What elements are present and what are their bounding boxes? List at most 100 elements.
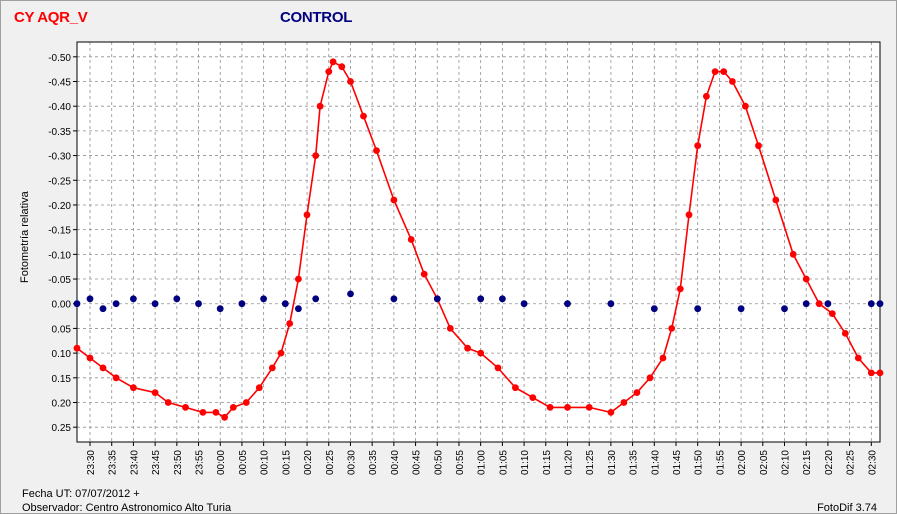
- series-line-1: [76, 60, 880, 419]
- series-point-1: [407, 236, 415, 243]
- software-version: FotoDif 3.74: [817, 502, 877, 514]
- series-point-1: [221, 413, 229, 421]
- series-point-1: [789, 250, 797, 258]
- series-point-2: [73, 300, 81, 308]
- series-point-1: [338, 63, 346, 71]
- x-tick-label: 00:25: [325, 450, 336, 475]
- series-point-1: [841, 330, 849, 337]
- series-point-1: [729, 78, 736, 85]
- series-point-1: [255, 384, 263, 392]
- series-point-1: [867, 369, 875, 377]
- x-tick-label: 00:55: [455, 450, 466, 475]
- y-tick-label: -0.50: [48, 53, 71, 64]
- x-tick-label: 23:45: [151, 450, 162, 475]
- series-point-2: [607, 300, 615, 308]
- x-tick-label: 02:20: [824, 450, 835, 475]
- x-tick-label: 02:25: [846, 450, 857, 475]
- series-point-1: [86, 354, 94, 362]
- y-tick-label: 0.00: [52, 300, 72, 311]
- x-tick-label: 00:30: [346, 450, 357, 475]
- x-tick-label: 02:00: [737, 450, 748, 475]
- series-point-2: [433, 295, 441, 303]
- series-point-1: [99, 364, 107, 372]
- x-tick-label: 02:30: [867, 450, 878, 475]
- series-point-2: [195, 300, 202, 308]
- series-point-1: [268, 364, 276, 372]
- y-tick-label: 0.15: [52, 374, 72, 385]
- series-point-1: [742, 102, 749, 110]
- y-tick-label: -0.15: [48, 226, 71, 237]
- series-point-1: [277, 349, 285, 357]
- series-point-2: [86, 295, 94, 303]
- x-tick-label: 01:25: [585, 450, 596, 475]
- x-tick-label: 00:05: [238, 450, 249, 475]
- series-point-1: [303, 211, 311, 219]
- series-point-1: [659, 354, 667, 362]
- x-tick-label: 00:15: [281, 450, 292, 475]
- series-point-1: [242, 399, 250, 406]
- series-point-1: [164, 399, 172, 406]
- x-tick-label: 01:20: [563, 450, 574, 475]
- series-point-1: [199, 409, 207, 416]
- series-point-2: [564, 300, 571, 308]
- plot-border: [76, 41, 881, 443]
- series-point-1: [312, 152, 320, 160]
- x-tick-label: 00:50: [433, 450, 444, 475]
- x-tick-label: 23:40: [129, 450, 140, 475]
- series-point-1: [564, 404, 571, 411]
- series-a-legend: CY AQR_V: [14, 9, 88, 26]
- x-tick-label: 01:40: [650, 450, 661, 475]
- series-point-2: [151, 300, 159, 308]
- series-point-1: [876, 369, 884, 377]
- x-tick-label: 02:10: [781, 450, 792, 475]
- series-point-2: [477, 295, 485, 303]
- series-point-2: [112, 300, 120, 308]
- x-tick-label: 01:15: [542, 450, 553, 475]
- series-b-legend: CONTROL: [280, 9, 353, 26]
- x-tick-label: 01:05: [498, 450, 509, 475]
- plot-area: [76, 41, 881, 443]
- x-tick-label: 01:30: [607, 450, 618, 475]
- y-tick-label: 0.05: [52, 324, 72, 335]
- series-point-1: [295, 275, 302, 283]
- series-point-2: [876, 300, 884, 308]
- x-tick-label: 01:35: [629, 450, 640, 475]
- series-point-1: [620, 399, 628, 406]
- series-point-1: [73, 344, 81, 352]
- series-point-2: [347, 290, 354, 298]
- series-point-1: [477, 349, 485, 357]
- series-point-1: [151, 389, 159, 396]
- series-point-1: [607, 409, 615, 416]
- y-tick-label: -0.40: [48, 102, 71, 113]
- series-point-1: [347, 78, 354, 85]
- series-point-1: [720, 68, 728, 75]
- series-point-1: [529, 394, 537, 401]
- series-point-1: [512, 384, 519, 392]
- series-point-1: [802, 275, 810, 283]
- x-tick-label: 00:35: [368, 450, 379, 475]
- series-point-2: [867, 300, 875, 308]
- y-tick-label: -0.35: [48, 127, 71, 138]
- series-point-1: [420, 270, 428, 278]
- x-tick-label: 23:35: [108, 450, 119, 475]
- series-point-2: [824, 300, 832, 308]
- series-point-2: [737, 305, 745, 313]
- y-tick-label: -0.20: [48, 201, 71, 212]
- series-point-2: [802, 300, 810, 308]
- y-tick-label: -0.25: [48, 176, 71, 187]
- y-tick-label: 0.25: [52, 423, 72, 434]
- series-point-1: [585, 404, 593, 411]
- series-point-1: [464, 344, 471, 352]
- series-point-1: [390, 196, 398, 204]
- series-point-1: [329, 58, 337, 66]
- series-point-1: [633, 389, 641, 396]
- x-tick-label: 00:20: [303, 450, 314, 475]
- series-point-1: [373, 147, 380, 155]
- series-point-2: [99, 305, 107, 313]
- series-point-1: [815, 300, 823, 308]
- series-point-1: [694, 142, 702, 150]
- series-point-1: [646, 374, 654, 382]
- y-tick-label: -0.45: [48, 78, 71, 89]
- series-point-2: [390, 295, 398, 303]
